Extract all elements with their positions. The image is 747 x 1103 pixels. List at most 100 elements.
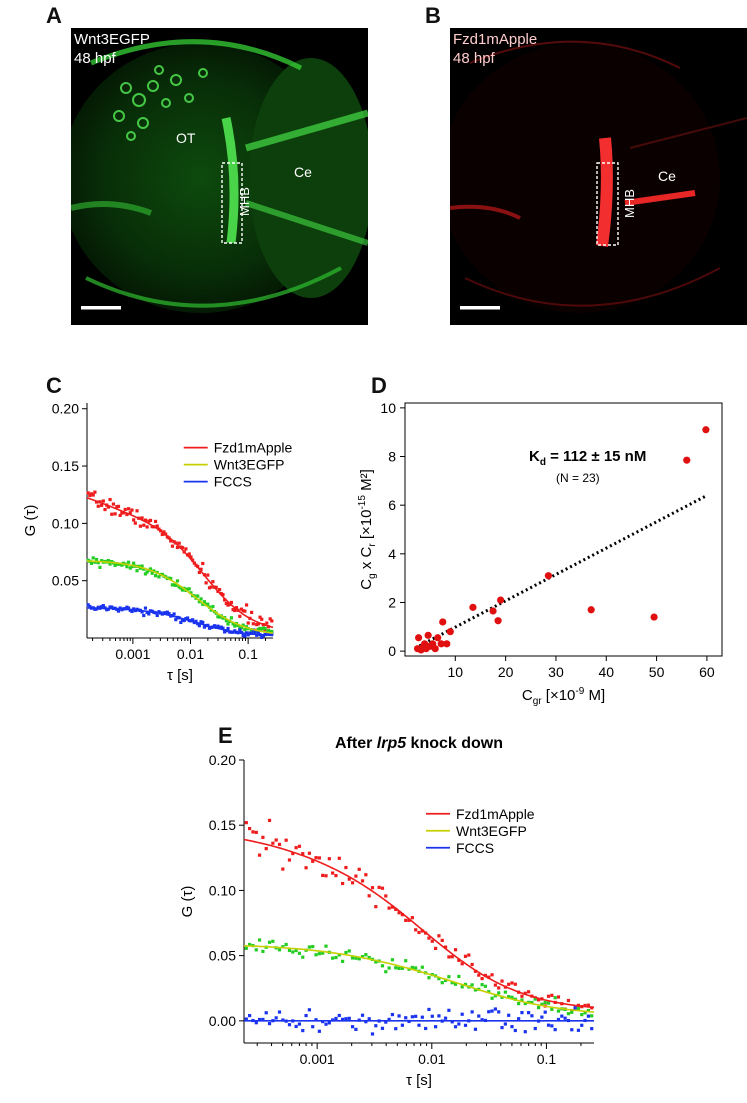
data-point: [115, 607, 119, 611]
data-point: [147, 519, 151, 523]
data-point: [165, 576, 169, 581]
data-point: [255, 629, 259, 633]
data-point: [291, 851, 295, 856]
data-point: [100, 559, 104, 563]
data-point: [108, 497, 112, 502]
micrograph-b-drawing: [450, 40, 747, 313]
data-point: [314, 953, 318, 957]
data-point: [437, 1014, 441, 1018]
data-point: [179, 620, 183, 625]
kd-fit-line: [414, 494, 708, 650]
data-point: [199, 597, 203, 601]
data-point: [347, 1016, 351, 1020]
data-point: [160, 572, 164, 576]
data-point: [291, 950, 295, 954]
data-point: [463, 954, 468, 958]
data-point: [191, 558, 195, 562]
data-point: [364, 953, 368, 957]
data-point: [570, 1010, 574, 1014]
data-point: [467, 953, 471, 957]
region-label-mhb: MHB: [237, 187, 252, 216]
mhb-stripe: [221, 117, 239, 244]
data-point: [241, 623, 245, 627]
data-point: [103, 507, 107, 512]
data-point: [224, 619, 228, 623]
data-point: [187, 587, 191, 591]
n-annotation: (N = 23): [556, 471, 600, 485]
data-point: [284, 942, 288, 947]
data-point: [702, 426, 710, 434]
data-point: [106, 607, 110, 611]
data-point: [580, 1013, 584, 1017]
data-point: [397, 1014, 401, 1018]
data-point: [266, 632, 271, 636]
data-point: [254, 830, 258, 835]
data-point: [256, 630, 260, 634]
data-point: [234, 630, 239, 634]
data-point: [96, 561, 100, 565]
outline-bottom: [464, 267, 721, 307]
data-point: [140, 516, 144, 520]
outline-top: [90, 39, 303, 71]
data-point: [125, 512, 129, 517]
data-point: [387, 966, 391, 970]
data-point: [197, 570, 201, 575]
data-point: [364, 1020, 368, 1024]
data-point: [159, 529, 163, 533]
data-point: [185, 616, 190, 620]
data-point: [367, 955, 371, 960]
data-point: [586, 1003, 590, 1007]
data-point: [196, 564, 200, 569]
data-point: [105, 560, 109, 564]
data-point: [111, 561, 116, 565]
data-point: [447, 1008, 451, 1012]
data-point: [192, 620, 196, 625]
data-point: [211, 625, 215, 629]
data-point: [126, 606, 131, 610]
data-point: [327, 950, 331, 954]
data-point: [251, 622, 255, 626]
x-tick-label: 30: [548, 664, 564, 680]
data-point: [341, 881, 345, 886]
data-point: [473, 1027, 478, 1031]
data-point: [191, 594, 195, 598]
data-point: [410, 965, 414, 970]
data-point: [417, 646, 425, 654]
data-point: [410, 1015, 414, 1019]
data-point: [337, 856, 341, 860]
data-point: [550, 1007, 554, 1011]
data-point: [91, 493, 95, 497]
data-point: [96, 504, 100, 508]
data-point: [152, 610, 156, 614]
data-point: [553, 1000, 557, 1005]
data-point: [497, 991, 501, 995]
data-point: [86, 603, 90, 607]
x-tick-label: 50: [649, 664, 665, 680]
data-point: [120, 563, 124, 567]
data-point: [238, 628, 242, 632]
data-point: [145, 610, 149, 614]
data-point: [439, 618, 447, 626]
data-point: [271, 1019, 275, 1023]
data-point: [347, 877, 351, 881]
micrograph-a-stage: 48 hpf: [74, 50, 116, 67]
tissue-body: [450, 43, 720, 313]
data-point: [510, 995, 514, 999]
y-tick-label: 8: [388, 449, 396, 465]
data-point: [453, 1025, 458, 1029]
data-point: [274, 946, 278, 950]
data-point: [483, 1018, 488, 1023]
data-point: [137, 564, 141, 568]
data-point: [221, 626, 225, 630]
plot-frame: [404, 402, 723, 657]
data-point: [556, 995, 561, 999]
data-point: [334, 955, 338, 960]
data-point: [540, 1002, 544, 1006]
data-point: [216, 615, 220, 619]
data-point: [229, 630, 234, 634]
data-point: [426, 642, 434, 650]
data-point: [170, 583, 175, 587]
data-point: [354, 1027, 358, 1031]
data-point: [145, 525, 149, 529]
data-point: [223, 630, 227, 634]
